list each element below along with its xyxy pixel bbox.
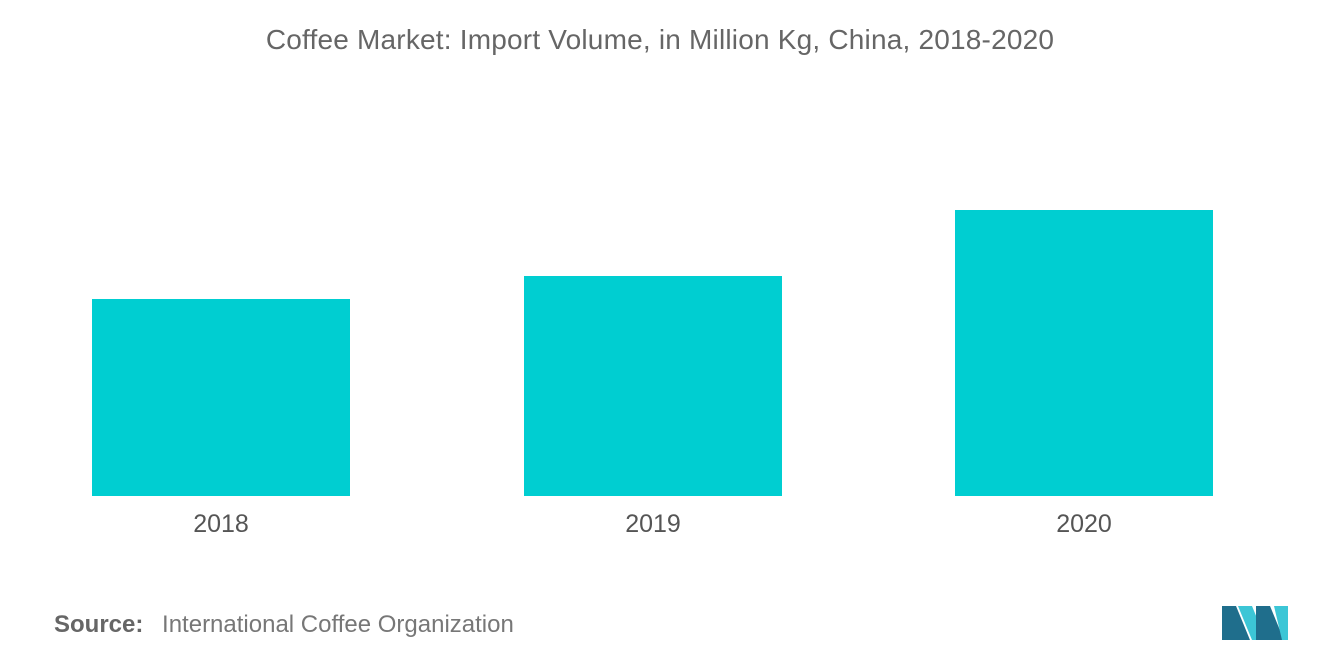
bar-chart: 2018 2019 2020 bbox=[92, 210, 1213, 538]
chart-title: Coffee Market: Import Volume, in Million… bbox=[265, 24, 1055, 55]
source-line: Source: International Coffee Organizatio… bbox=[54, 611, 514, 639]
x-axis-tick-labels: 2018 2019 2020 bbox=[193, 510, 1112, 538]
x-tick-label-2020: 2020 bbox=[1056, 510, 1112, 538]
source-label: Source: bbox=[54, 611, 144, 638]
x-tick-label-2019: 2019 bbox=[625, 510, 681, 538]
source-text: International Coffee Organization bbox=[162, 611, 514, 638]
bar-2020 bbox=[955, 210, 1213, 496]
bars-layer bbox=[92, 210, 1213, 496]
bar-2019 bbox=[524, 276, 782, 496]
x-tick-label-2018: 2018 bbox=[193, 510, 249, 538]
bar-2018 bbox=[92, 299, 350, 496]
brand-logo-icon bbox=[1222, 606, 1288, 640]
